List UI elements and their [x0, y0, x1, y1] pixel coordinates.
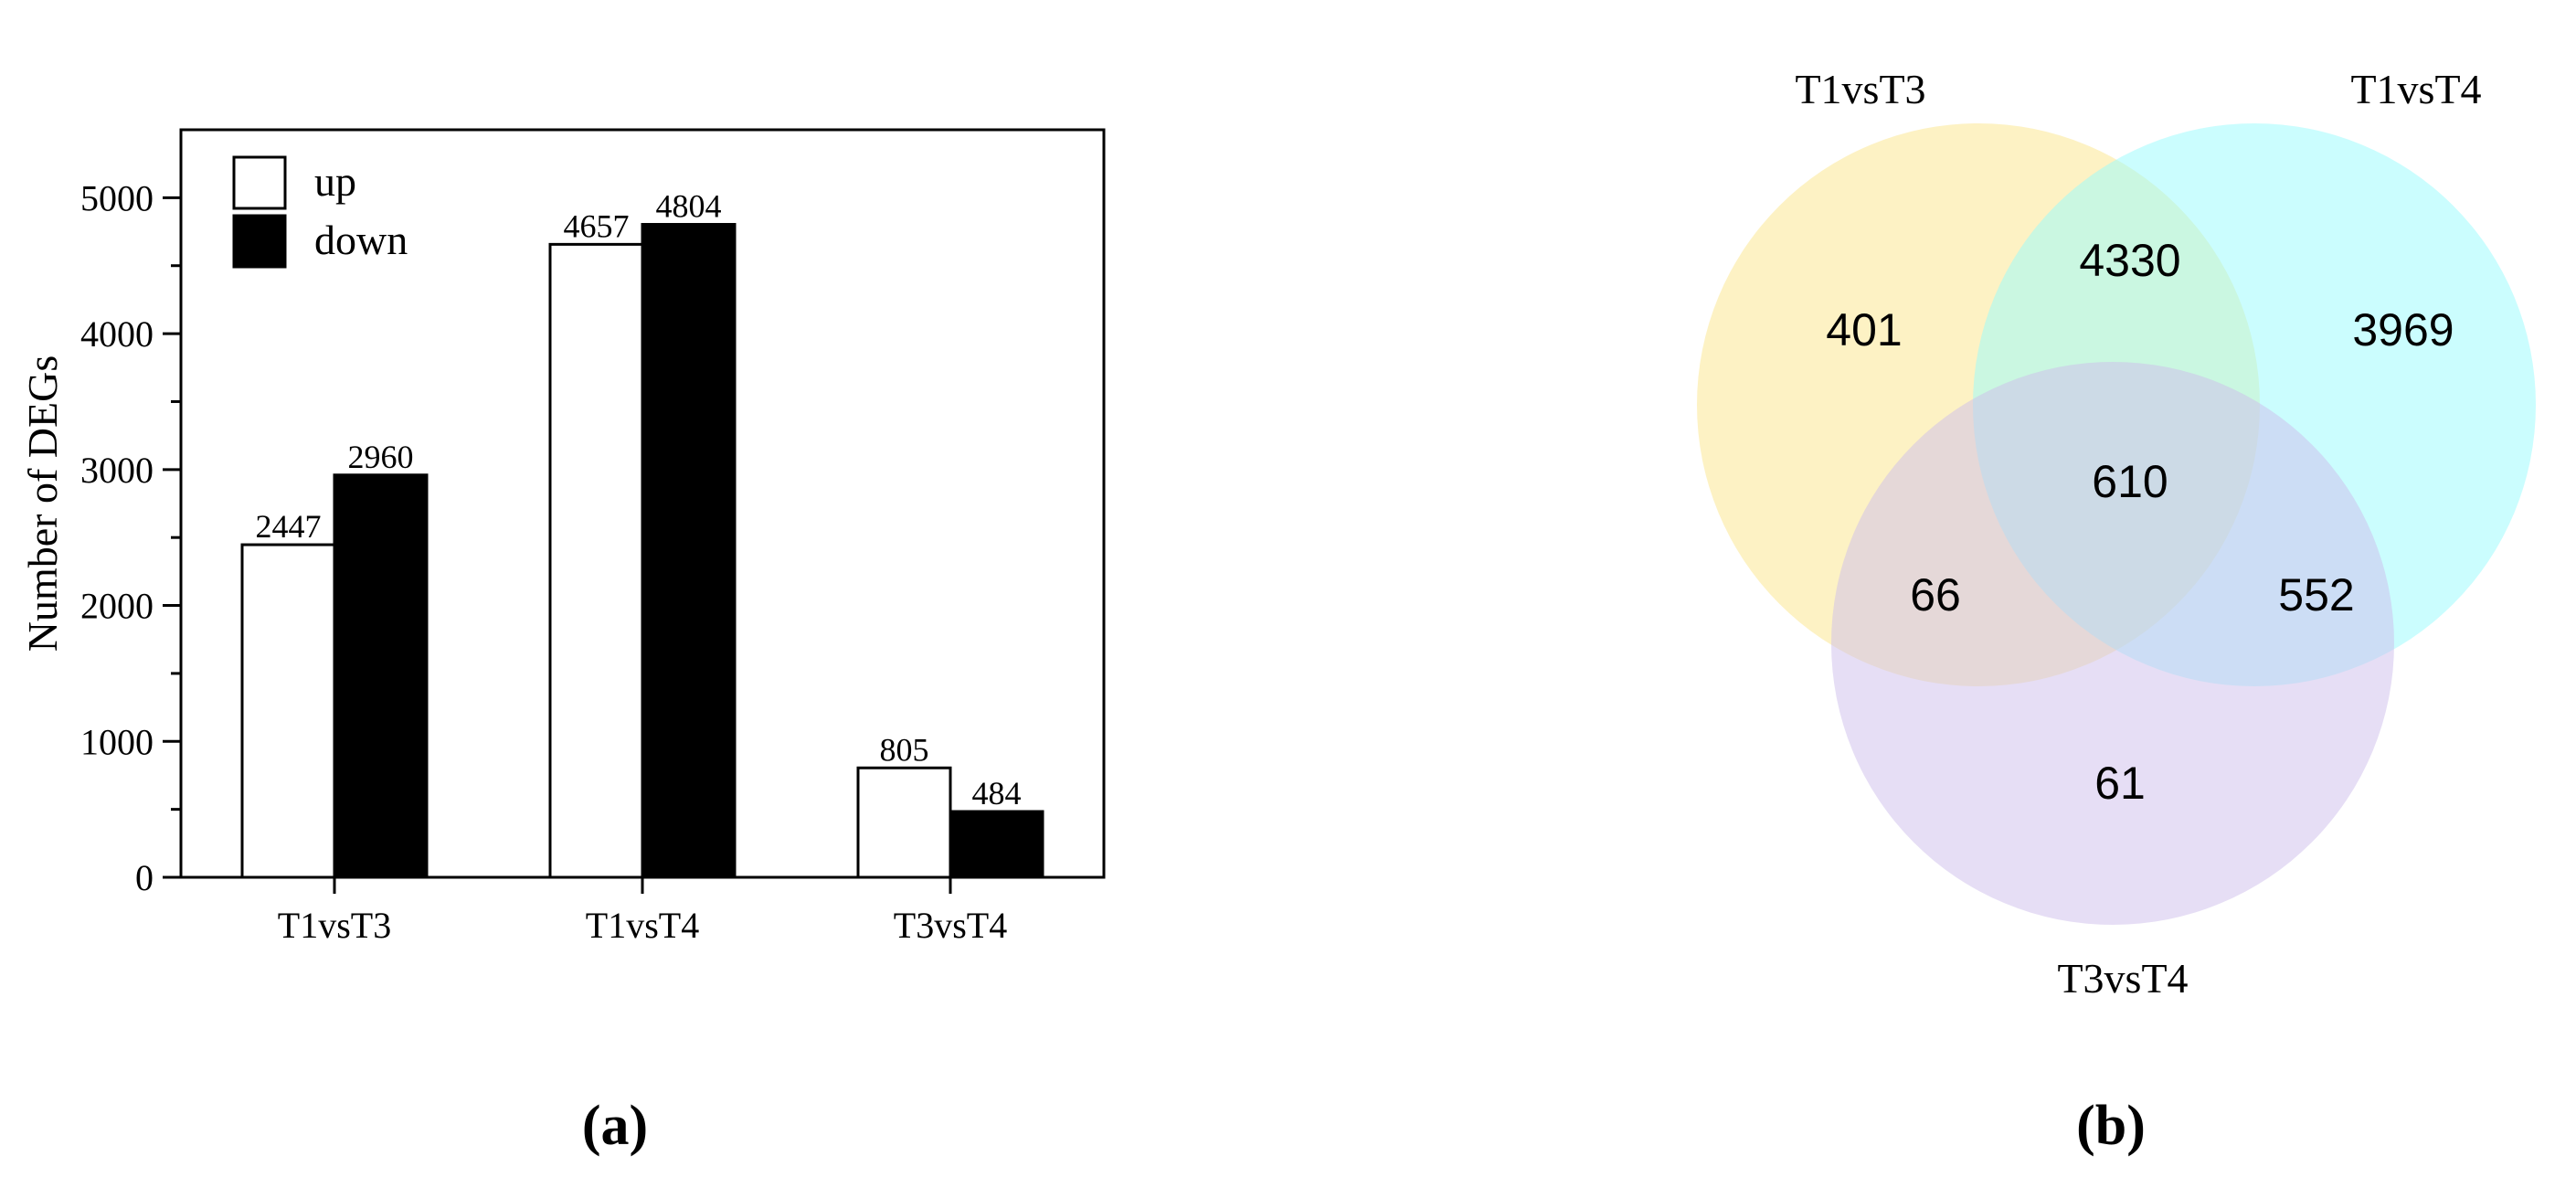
venn-region-t1vst3-t3vst4: 66	[1910, 569, 1961, 621]
x-axis-ticks: T1vsT3 T1vsT4 T3vsT4	[278, 877, 1007, 946]
venn-region-t1vst3-only: 401	[1826, 304, 1902, 355]
y-axis-label: Number of DEGs	[19, 355, 66, 652]
data-label-down-t1vst3: 2960	[348, 439, 414, 475]
x-tick-label-t3vst4: T3vsT4	[894, 905, 1007, 946]
y-tick-label-2000: 2000	[80, 586, 154, 627]
bar-up-t3vst4	[856, 766, 952, 879]
legend-swatch-up	[232, 155, 287, 210]
venn-region-t1vst4-only: 3969	[2352, 304, 2454, 355]
y-axis-ticks: 0 1000 2000 3000 4000 5000	[80, 177, 181, 898]
venn-region-t1vst3-t1vst4: 4330	[2079, 235, 2180, 286]
bar-data-labels: 2447 2960 4657 4804 805 484	[256, 188, 1022, 812]
legend-label-up: up	[314, 158, 356, 205]
venn-region-t1vst4-t3vst4: 552	[2278, 569, 2354, 621]
venn-circle-t3vst4	[1831, 362, 2394, 925]
bar-down-t1vst4	[641, 223, 737, 879]
venn-region-all-three: 610	[2092, 456, 2168, 507]
legend-swatch-down	[232, 214, 287, 269]
y-tick-label-5000: 5000	[80, 177, 154, 218]
legend-label-down: down	[314, 217, 408, 263]
venn-set-label-t1vst3: T1vsT3	[1795, 66, 1925, 112]
bar-down-t3vst4	[949, 810, 1044, 879]
venn-set-label-t1vst4: T1vsT4	[2350, 66, 2481, 112]
x-tick-label-t1vst4: T1vsT4	[586, 905, 699, 946]
venn-set-label-t3vst4: T3vsT4	[2057, 955, 2188, 1002]
y-tick-label-1000: 1000	[80, 721, 154, 762]
bar-up-t1vst4	[548, 242, 644, 879]
panel-label-a: (a)	[582, 1095, 648, 1157]
bar-chart-panel: 0 1000 2000 3000 4000 5000 T1vsT3 T1vsT4 T3vsT4…	[19, 128, 1106, 1157]
y-tick-label-3000: 3000	[80, 450, 154, 491]
x-tick-label-t1vst3: T1vsT3	[278, 905, 391, 946]
legend: up down	[232, 155, 408, 269]
venn-diagram-panel: T1vsT3 T1vsT4 T3vsT4 401 3969 4330 610 6…	[1697, 66, 2536, 1157]
data-label-up-t3vst4: 805	[880, 731, 929, 768]
bar-down-t1vst3	[333, 473, 429, 879]
data-label-up-t1vst4: 4657	[564, 207, 630, 244]
bar-marks	[240, 223, 1044, 879]
y-tick-label-4000: 4000	[80, 313, 154, 355]
data-label-up-t1vst3: 2447	[256, 508, 322, 545]
y-tick-label-0: 0	[135, 857, 154, 898]
panel-label-b: (b)	[2076, 1095, 2146, 1157]
bar-up-t1vst3	[240, 543, 336, 879]
data-label-down-t1vst4: 4804	[656, 188, 722, 225]
data-label-down-t3vst4: 484	[972, 775, 1022, 811]
venn-region-t3vst4-only: 61	[2094, 758, 2146, 809]
